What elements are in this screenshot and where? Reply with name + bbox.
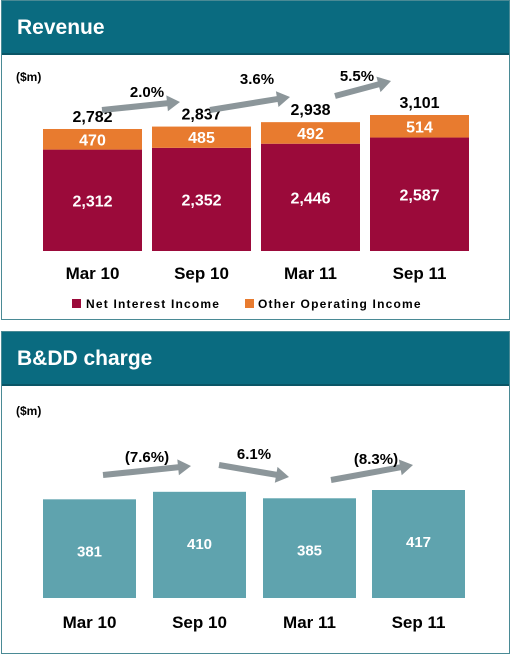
data-label-bdd-charge: 381 xyxy=(77,543,102,560)
x-tick-label: Sep 11 xyxy=(393,264,447,283)
growth-label: 2.0% xyxy=(130,84,164,101)
data-label-net-interest-income: 2,446 xyxy=(290,190,330,207)
data-label-bdd-charge: 385 xyxy=(297,542,322,559)
bar-other-operating-income xyxy=(43,128,142,150)
growth-label: 3.6% xyxy=(240,71,274,88)
bar-net-interest-income xyxy=(370,137,469,251)
bar-net-interest-income xyxy=(43,149,142,251)
data-label-other-operating-income: 514 xyxy=(406,119,433,136)
x-tick-label: Sep 10 xyxy=(172,613,227,632)
data-label-net-interest-income: 2,352 xyxy=(181,192,221,209)
data-label-bdd-charge: 410 xyxy=(187,536,212,553)
legend-label-net-interest-income: Net Interest Income xyxy=(86,297,220,311)
bdd-header: B&DD charge xyxy=(2,332,509,386)
revenue-title: Revenue xyxy=(17,16,105,39)
data-label-net-interest-income: 2,587 xyxy=(399,187,439,204)
growth-arrow xyxy=(209,91,290,113)
total-label: 2,782 xyxy=(72,109,112,126)
bar-net-interest-income xyxy=(152,147,251,251)
bar-other-operating-income xyxy=(261,122,360,144)
revenue-panel: Revenue ($m) 2,312 470 2,782 Mar 10 2,352 485… xyxy=(1,0,510,320)
bdd-unit-label: ($m) xyxy=(16,404,41,418)
data-label-other-operating-income: 485 xyxy=(188,130,215,147)
data-label-other-operating-income: 470 xyxy=(79,132,106,149)
x-tick-label: Mar 11 xyxy=(284,264,337,283)
bar-bdd-charge xyxy=(372,490,465,598)
growth-arrow xyxy=(330,459,413,483)
data-label-bdd-charge: 417 xyxy=(406,534,431,551)
bar-net-interest-income xyxy=(261,143,360,251)
data-label-net-interest-income: 2,312 xyxy=(72,193,112,210)
bar-bdd-charge xyxy=(263,498,356,598)
growth-label: 6.1% xyxy=(237,446,271,463)
bar-bdd-charge xyxy=(153,491,246,598)
x-tick-label: Mar 10 xyxy=(63,613,117,632)
growth-arrow xyxy=(218,462,289,483)
total-label: 2,938 xyxy=(290,102,330,119)
revenue-unit-label: ($m) xyxy=(16,70,41,84)
legend-swatch-net-interest-income xyxy=(72,299,81,308)
bdd-chart: ($m) 381 Mar 10 410 Sep 10 385 Mar 11 417 Sep 1… xyxy=(16,404,465,632)
growth-label: 5.5% xyxy=(340,68,374,85)
x-tick-label: Mar 11 xyxy=(283,613,336,632)
x-tick-label: Sep 11 xyxy=(392,613,446,632)
growth-arrow xyxy=(101,95,180,113)
revenue-header: Revenue xyxy=(2,1,509,55)
bar-other-operating-income xyxy=(370,115,469,138)
legend-label-other-operating-income: Other Operating Income xyxy=(258,297,422,311)
x-tick-label: Mar 10 xyxy=(66,264,120,283)
total-label: 3,101 xyxy=(399,95,439,112)
bdd-panel: B&DD charge ($m) 381 Mar 10 410 Sep 10 385 Ma… xyxy=(1,331,510,654)
growth-arrow xyxy=(102,459,191,478)
growth-arrow xyxy=(334,76,391,99)
bdd-title: B&DD charge xyxy=(17,347,153,370)
x-tick-label: Sep 10 xyxy=(174,264,229,283)
growth-label: (8.3%) xyxy=(354,451,398,468)
bar-bdd-charge xyxy=(43,499,136,598)
bar-other-operating-income xyxy=(152,126,251,148)
growth-label: (7.6%) xyxy=(125,449,169,466)
legend-swatch-other-operating-income xyxy=(245,299,254,308)
data-label-other-operating-income: 492 xyxy=(297,126,324,143)
